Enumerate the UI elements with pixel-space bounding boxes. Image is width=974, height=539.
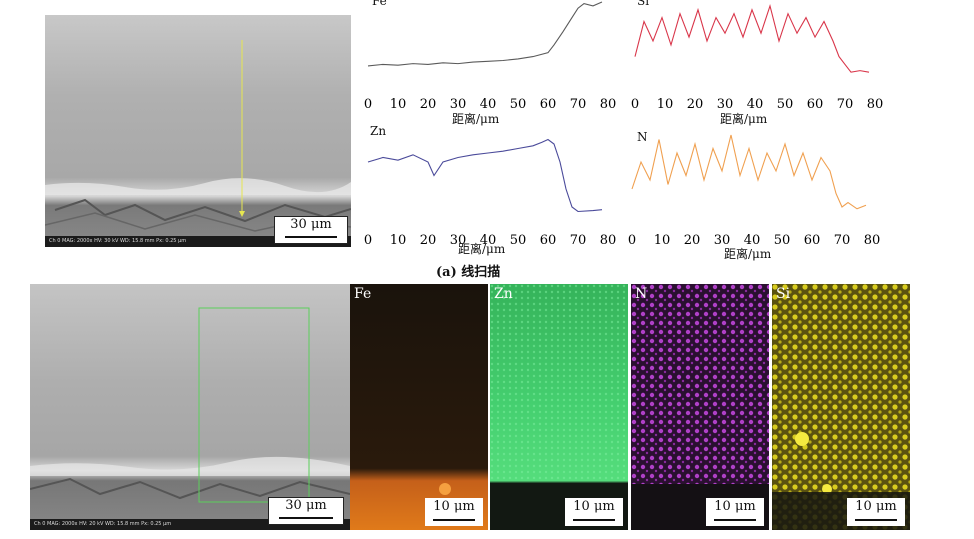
bottom-sem-databar: Ch 0 MAG: 2000x HV: 20 kV WD: 15.8 mm Px…	[30, 519, 350, 530]
fe-scan-label: Fe	[372, 0, 387, 8]
n-map-scalebar: 10 μm	[706, 498, 764, 526]
fe-map-scalebar: 10 μm	[425, 498, 483, 526]
caption-a: (a) 线扫描	[436, 265, 501, 280]
bottom-sem-scalebar: 30 μm	[268, 497, 344, 525]
x-tick-label: 30	[450, 233, 467, 248]
x-tick-label: 50	[510, 97, 527, 112]
series-line-si	[634, 3, 870, 73]
si-map-texture	[772, 284, 910, 530]
x-tick-label: 20	[420, 233, 437, 248]
x-tick-label: 60	[540, 97, 557, 112]
x-tick-label: 40	[480, 97, 497, 112]
series-line-zn	[367, 138, 603, 213]
n-map-label: N	[635, 286, 648, 302]
top-sem-image: Ch 0 MAG: 2000x HV: 30 kV WD: 15.8 mm Px…	[45, 15, 351, 247]
zn-map: Zn 10 μm	[490, 284, 628, 530]
series-line-fe	[367, 1, 603, 67]
fe-map-texture	[350, 284, 488, 530]
n-scan-label: N	[637, 130, 648, 144]
n-xlabel: 距离/μm	[724, 247, 772, 261]
fe-xlabel: 距离/μm	[452, 112, 500, 126]
x-tick-label: 30	[714, 233, 731, 248]
zn-map-texture	[490, 284, 628, 530]
fe-map-label: Fe	[354, 286, 372, 302]
zn-map-scalebar: 10 μm	[565, 498, 623, 526]
x-tick-label: 10	[390, 97, 407, 112]
bottom-sem-scale-label: 30 μm	[285, 498, 327, 513]
x-tick-label: 60	[807, 97, 824, 112]
x-tick-label: 10	[390, 233, 407, 248]
x-tick-label: 50	[774, 233, 791, 248]
x-tick-label: 70	[570, 233, 587, 248]
si-xlabel: 距离/μm	[720, 112, 768, 126]
series-line-n	[631, 134, 867, 210]
x-tick-label: 0	[364, 97, 372, 112]
n-map-texture	[631, 284, 769, 530]
top-sem-databar: Ch 0 MAG: 2000x HV: 30 kV WD: 15.8 mm Px…	[45, 236, 351, 247]
x-tick-label: 0	[631, 97, 639, 112]
x-tick-label: 60	[540, 233, 557, 248]
x-tick-label: 70	[570, 97, 587, 112]
line-scan-charts: 0 10 20 30 40 50 60 70 80 0 10 20 30 40 50 60 70 80 0 10 20 3…	[364, 1, 884, 248]
si-scan-label: Si	[637, 0, 650, 8]
x-tick-label: 80	[600, 97, 617, 112]
x-tick-label: 0	[364, 233, 372, 248]
x-tick-label: 0	[628, 233, 636, 248]
x-tick-label: 50	[510, 233, 527, 248]
n-map: N 10 μm	[631, 284, 769, 530]
si-map: Si 10 μm	[772, 284, 910, 530]
x-tick-label: 80	[867, 97, 884, 112]
bottom-sem-texture	[30, 284, 350, 530]
x-tick-label: 70	[834, 233, 851, 248]
x-tick-label: 30	[450, 97, 467, 112]
zn-map-label: Zn	[494, 286, 513, 302]
si-map-scalebar: 10 μm	[847, 498, 905, 526]
zn-scan-label: Zn	[370, 124, 387, 138]
zn-map-scale-label: 10 μm	[573, 499, 615, 514]
si-map-label: Si	[776, 286, 791, 302]
top-sem-texture	[45, 15, 351, 247]
x-tick-label: 30	[717, 97, 734, 112]
x-tick-label: 50	[777, 97, 794, 112]
x-tick-label: 10	[654, 233, 671, 248]
x-tick-label: 40	[747, 97, 764, 112]
fe-map: Fe 10 μm	[350, 284, 488, 530]
bottom-sem-image: Ch 0 MAG: 2000x HV: 20 kV WD: 15.8 mm Px…	[30, 284, 350, 530]
x-tick-label: 70	[837, 97, 854, 112]
x-tick-label: 20	[684, 233, 701, 248]
x-tick-label: 20	[687, 97, 704, 112]
x-tick-label: 60	[804, 233, 821, 248]
zn-xlabel: 距离/μm	[458, 242, 506, 256]
fe-map-scale-label: 10 μm	[433, 499, 475, 514]
top-sem-scale-label: 30 μm	[290, 217, 332, 232]
si-map-scale-label: 10 μm	[855, 499, 897, 514]
x-tick-label: 80	[864, 233, 881, 248]
n-map-scale-label: 10 μm	[714, 499, 756, 514]
x-tick-label: 40	[480, 233, 497, 248]
top-sem-scalebar: 30 μm	[274, 216, 348, 244]
x-tick-label: 40	[744, 233, 761, 248]
x-tick-label: 80	[600, 233, 617, 248]
x-tick-label: 20	[420, 97, 437, 112]
x-tick-label: 10	[657, 97, 674, 112]
